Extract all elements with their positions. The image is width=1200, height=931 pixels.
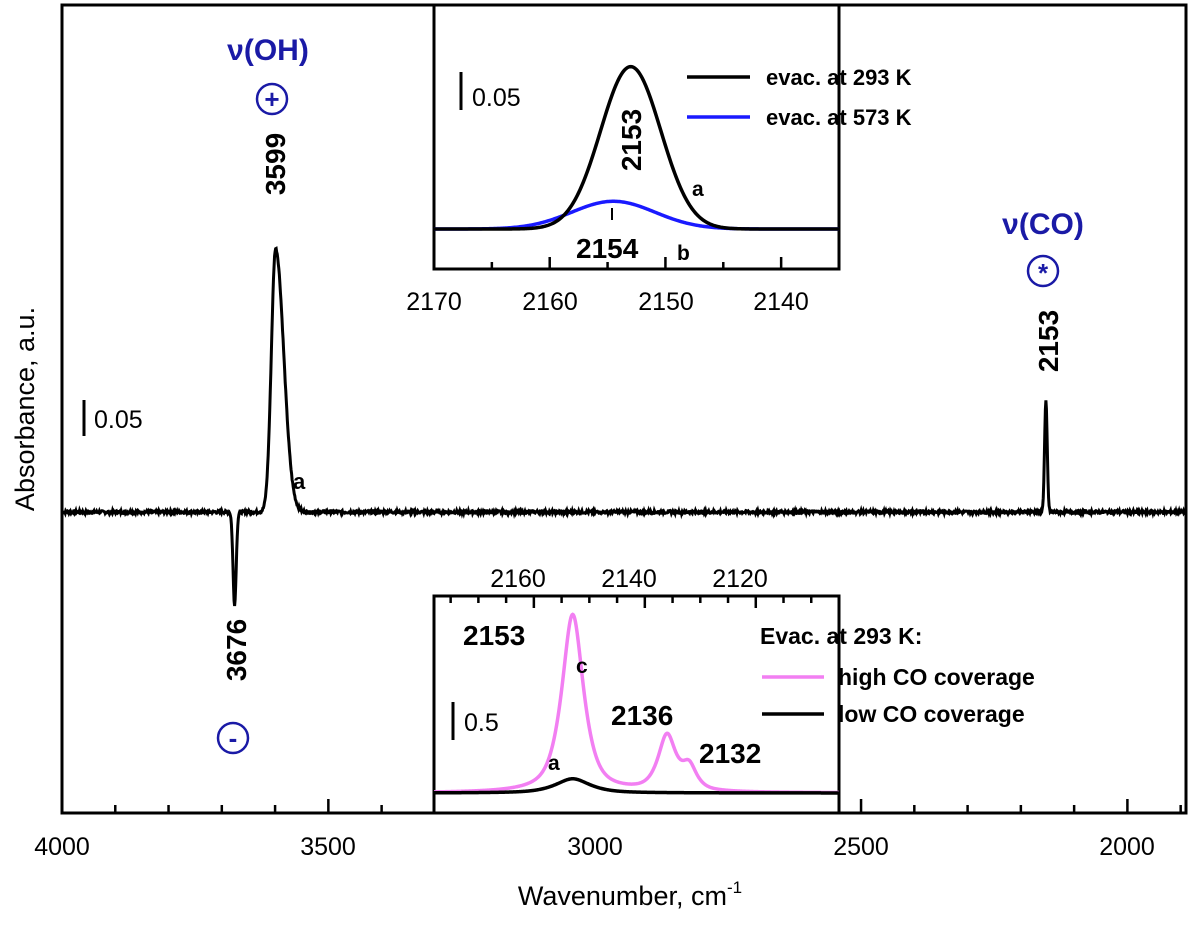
top-inset-frame <box>432 3 841 271</box>
bottom-inset-frame <box>432 594 841 815</box>
top-legend-label-b: evac. at 573 K <box>766 105 912 130</box>
main-scale-bar-label: 0.05 <box>94 406 143 434</box>
co-band-label: ν(CO) <box>1002 208 1084 241</box>
top-inset-x-tick-label: 2160 <box>522 288 578 316</box>
top-inset-scale-bar-label: 0.05 <box>472 84 521 112</box>
top-inset-peak-a-label: 2153 <box>616 109 647 171</box>
oh-sign-plus: + <box>264 84 279 114</box>
top-inset-curve-label-a: a <box>692 178 704 201</box>
main-x-tick-label: 3500 <box>300 833 356 861</box>
main-series-a-line <box>61 246 1188 607</box>
bottom-inset-x-tick-label: 2160 <box>490 565 546 593</box>
main-curve-label-a: a <box>293 469 306 494</box>
bottom-inset-series-a-line <box>434 777 839 795</box>
top-inset-curve-label-b: b <box>677 242 690 265</box>
bottom-legend-title: Evac. at 293 K: <box>760 623 922 649</box>
bottom-legend-label-a: low CO coverage <box>838 701 1025 727</box>
neg-peak-label: 3676 <box>221 619 252 681</box>
main-x-tick-label: 2500 <box>833 833 889 861</box>
x-axis-title: Wavenumber, cm-1 <box>518 878 742 911</box>
bottom-inset-peak-2-label: 2136 <box>611 700 673 731</box>
main-x-tick-label: 2000 <box>1099 833 1155 861</box>
x-axis-title-text: Wavenumber, cm <box>518 881 727 911</box>
main-x-tick-label: 4000 <box>34 833 90 861</box>
neg-sign-minus: - <box>229 723 238 753</box>
bottom-inset-curve-label-c: c <box>576 655 588 678</box>
top-legend-label-a: evac. at 293 K <box>766 65 912 90</box>
bottom-inset-x-tick-label: 2140 <box>601 565 657 593</box>
bottom-inset-scale-bar-label: 0.5 <box>464 709 499 737</box>
co-peak-label: 2153 <box>1033 310 1064 372</box>
bottom-inset-x-tick-label: 2120 <box>712 565 768 593</box>
top-inset-x-tick-label: 2150 <box>638 288 694 316</box>
main-x-tick-label: 3000 <box>567 833 623 861</box>
bottom-inset-peak-3-label: 2132 <box>699 738 761 769</box>
top-inset-x-ticks <box>432 257 841 269</box>
top-inset-peak-b-label: 2154 <box>576 233 639 264</box>
bottom-inset-curve-label-a: a <box>548 752 560 775</box>
oh-band-label: ν(OH) <box>227 34 309 67</box>
bottom-legend-label-c: high CO coverage <box>838 664 1035 690</box>
x-axis-title-superscript: -1 <box>727 878 742 897</box>
top-inset-series-a-line <box>434 64 839 231</box>
bottom-inset-peak-1-label: 2153 <box>463 620 525 651</box>
top-inset-x-tick-label: 2140 <box>753 288 809 316</box>
oh-sign-circle <box>255 82 289 116</box>
neg-sign-circle <box>216 721 250 755</box>
co-sign-star: * <box>1038 258 1049 288</box>
oh-peak-label: 3599 <box>260 133 291 195</box>
top-inset-x-tick-label: 2170 <box>406 288 462 316</box>
co-sign-circle <box>1026 254 1060 288</box>
y-axis-title: Absorbance, a.u. <box>10 307 40 511</box>
bottom-inset-x-ticks <box>449 596 841 608</box>
